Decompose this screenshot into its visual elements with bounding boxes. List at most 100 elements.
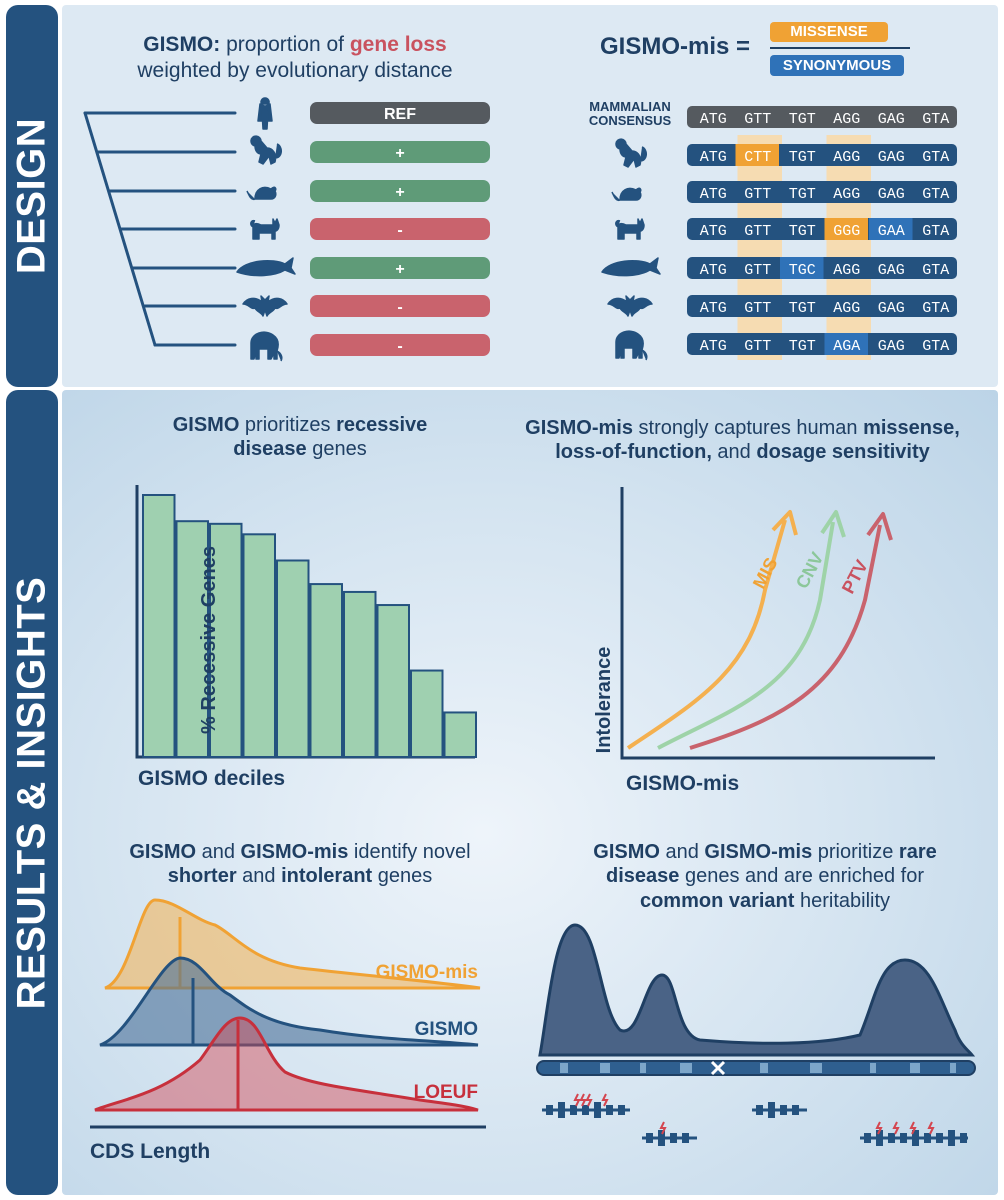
sequence-elephant: ATG GTT TGT AGA GAG GTA xyxy=(687,333,957,355)
cds-xlabel: CDS Length xyxy=(90,1140,210,1163)
bar-decile-3 xyxy=(209,522,243,758)
mis-series-label-MIS: MIS xyxy=(749,554,782,592)
variant-bolt-icon xyxy=(585,1093,593,1107)
mis-axes xyxy=(620,487,935,760)
codon: GTT xyxy=(744,338,771,355)
codon: GAG xyxy=(878,186,905,203)
variant-bolt-icon xyxy=(875,1121,883,1135)
gene-model xyxy=(752,1102,807,1118)
status-label-human: REF xyxy=(384,106,416,123)
fraction-bar xyxy=(770,47,910,49)
bar-decile-9 xyxy=(410,669,444,758)
codon: AGG xyxy=(833,111,860,128)
cds-density-chart: GISMO-mis GISMO LOEUF CDS Length xyxy=(90,898,486,1163)
status-label-whale: + xyxy=(395,261,404,278)
variant-bolt-icon xyxy=(573,1093,581,1107)
recessive-xlabel: GISMO deciles xyxy=(138,767,285,790)
bar-decile-7 xyxy=(343,590,377,758)
recessive-bar-chart xyxy=(135,485,477,759)
status-bar-whale: + xyxy=(310,257,490,279)
codon: GGG xyxy=(833,223,860,240)
bar-decile-2 xyxy=(175,520,209,759)
codon: ATG xyxy=(700,111,727,128)
variant-bolt-icon xyxy=(659,1121,667,1135)
codon: GTT xyxy=(744,262,771,279)
monkey-icon xyxy=(250,135,282,165)
variant-bolt-icon xyxy=(927,1121,935,1135)
bar-decile-1 xyxy=(142,494,176,758)
codon: GTA xyxy=(922,262,949,279)
mammalian-consensus-label: MAMMALIAN CONSENSUS xyxy=(588,99,672,129)
cds-chart-title: GISMO and GISMO-mis identify novel short… xyxy=(129,841,471,888)
human-icon xyxy=(257,97,273,130)
codon: AGA xyxy=(833,338,860,355)
codon: ATG xyxy=(700,338,727,355)
results-section-tab: RESULTS & INSIGHTS xyxy=(6,390,58,1195)
codon: ATG xyxy=(700,186,727,203)
codon: ATG xyxy=(700,300,727,317)
label-gismo: GISMO xyxy=(415,1019,478,1040)
bat-icon xyxy=(607,295,653,317)
bar-decile-4 xyxy=(242,533,276,758)
status-label-cat: - xyxy=(397,222,402,239)
codon: GAG xyxy=(878,262,905,279)
elephant-icon xyxy=(250,331,283,362)
codon: GAG xyxy=(878,149,905,166)
sequence-cat: ATG GTT TGT GGG GAA GTA xyxy=(687,218,957,240)
mis-curve-MIS xyxy=(626,519,787,750)
cat-icon xyxy=(615,218,645,240)
whale-icon xyxy=(601,257,661,277)
mouse-icon xyxy=(611,187,642,202)
status-bar-bat: - xyxy=(310,295,490,317)
sequence-mouse: ATG GTT TGT AGG GAG GTA xyxy=(687,181,957,203)
status-bar-human: REF xyxy=(310,102,490,124)
status-bar-mouse: + xyxy=(310,180,490,202)
synonymous-denominator: SYNONYMOUS xyxy=(770,55,904,76)
codon: AGG xyxy=(833,186,860,203)
codon: GTT xyxy=(744,111,771,128)
chromosome-bands xyxy=(560,1063,956,1073)
codon: TGT xyxy=(789,149,816,166)
codon: TGT xyxy=(789,338,816,355)
codon: GTA xyxy=(922,111,949,128)
bar-decile-10 xyxy=(443,711,477,759)
rare-disease-title: GISMO and GISMO-mis prioritize rare dise… xyxy=(593,841,937,912)
missense-numerator: MISSENSE xyxy=(770,22,888,42)
status-bar-monkey: + xyxy=(310,141,490,163)
variant-bolt-icon xyxy=(892,1121,900,1135)
mis-curve-CNV xyxy=(657,521,835,750)
phylogenetic-tree xyxy=(83,111,237,347)
codon: AGG xyxy=(833,149,860,166)
codon: TGT xyxy=(789,186,816,203)
codon: TGT xyxy=(789,223,816,240)
recessive-chart-title: GISMO prioritizes recessive disease gene… xyxy=(172,414,428,461)
codon: TGC xyxy=(789,262,816,279)
centromere xyxy=(710,1060,726,1076)
elephant-icon xyxy=(615,330,648,361)
codon: GTA xyxy=(922,186,949,203)
codon: GTT xyxy=(744,223,771,240)
codon: GAA xyxy=(878,223,905,240)
bar-decile-5 xyxy=(276,559,310,758)
bat-icon xyxy=(242,295,288,317)
status-bar-elephant: - xyxy=(310,334,490,356)
codon: ATG xyxy=(700,262,727,279)
codon: TGT xyxy=(789,111,816,128)
codon: CTT xyxy=(744,149,771,166)
gismo-definition-title: GISMO: proportion of gene loss weighted … xyxy=(137,33,453,82)
gene-model xyxy=(642,1130,697,1146)
mis-xlabel: GISMO-mis xyxy=(626,772,739,795)
heritability-peaks xyxy=(538,923,976,1057)
variant-bolt-icon xyxy=(601,1093,609,1107)
status-label-elephant: - xyxy=(397,338,402,355)
status-label-bat: - xyxy=(397,299,402,316)
label-loeuf: LOEUF xyxy=(414,1082,478,1103)
codon: ATG xyxy=(700,223,727,240)
sequence-monkey: ATG CTT TGT AGG GAG GTA xyxy=(687,144,957,166)
codon: GTT xyxy=(744,300,771,317)
codon-column-highlight xyxy=(737,135,782,360)
mouse-icon xyxy=(246,186,277,201)
codon: GTA xyxy=(922,300,949,317)
